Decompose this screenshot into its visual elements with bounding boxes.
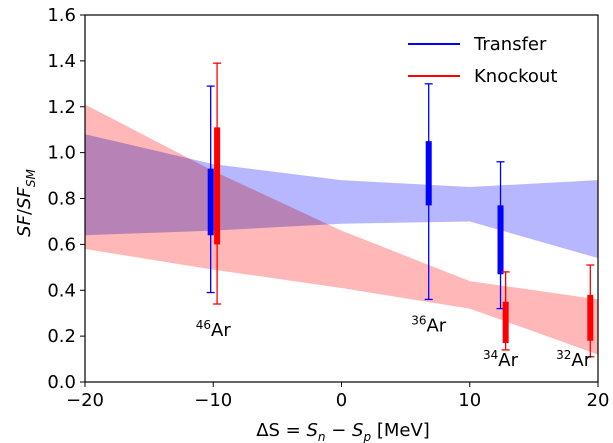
error-bars	[206, 62, 595, 358]
isotope-label: 32Ar	[556, 348, 592, 371]
legend-label-transfer: Transfer	[473, 34, 547, 55]
isotope-element: Ar	[571, 350, 591, 371]
x-tick-label: −10	[194, 390, 232, 411]
y-tick-label: 1.0	[47, 143, 76, 164]
x-tick-label: 20	[587, 390, 610, 411]
y-axis-ticks: 0.0 0.2 0.4 0.6 0.8 1.0 1.2 1.4 1.6	[47, 5, 85, 393]
y-tick-label: 0.8	[47, 189, 76, 210]
isotope-mass: 46	[196, 318, 211, 332]
isotope-element: Ar	[498, 350, 518, 371]
y-tick-label: 1.4	[47, 51, 76, 72]
isotope-mass: 32	[556, 348, 571, 362]
band-knockout	[85, 104, 598, 355]
x-axis-ticks: −20 −10 0 10 20	[66, 382, 609, 411]
isotope-element: Ar	[426, 316, 446, 337]
isotope-mass: 34	[483, 348, 498, 362]
legend: Transfer Knockout	[408, 34, 557, 87]
y-tick-label: 0.4	[47, 280, 76, 301]
isotope-label: 46Ar	[196, 318, 232, 341]
x-axis-label: ΔS = Sn − Sp [MeV]	[256, 420, 430, 443]
y-axis-label: SF/SFSM	[14, 169, 38, 237]
isotope-element: Ar	[211, 320, 231, 341]
x-tick-label: −20	[66, 390, 104, 411]
isotope-label: 36Ar	[411, 314, 447, 337]
uncertainty-bands	[85, 104, 598, 355]
x-tick-label: 10	[458, 390, 481, 411]
isotope-label: 34Ar	[483, 348, 519, 371]
y-tick-label: 0.2	[47, 326, 76, 347]
y-tick-label: 1.6	[47, 5, 76, 26]
y-tick-label: 0.6	[47, 234, 76, 255]
legend-label-knockout: Knockout	[474, 66, 557, 87]
y-tick-label: 1.2	[47, 97, 76, 118]
isotope-mass: 36	[411, 314, 426, 328]
x-tick-label: 0	[336, 390, 347, 411]
y-tick-label: 0.0	[47, 372, 76, 393]
